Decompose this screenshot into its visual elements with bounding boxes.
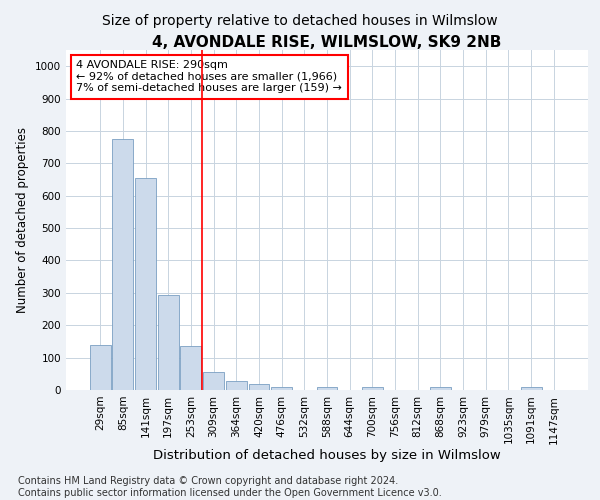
Bar bbox=[90, 346, 110, 390]
Bar bbox=[317, 387, 337, 390]
Bar bbox=[521, 388, 542, 390]
Bar bbox=[112, 139, 133, 390]
Text: 4 AVONDALE RISE: 290sqm
← 92% of detached houses are smaller (1,966)
7% of semi-: 4 AVONDALE RISE: 290sqm ← 92% of detache… bbox=[76, 60, 343, 94]
Bar bbox=[203, 372, 224, 390]
Bar bbox=[248, 384, 269, 390]
Bar bbox=[158, 295, 179, 390]
Bar bbox=[271, 387, 292, 390]
Bar bbox=[226, 381, 247, 390]
X-axis label: Distribution of detached houses by size in Wilmslow: Distribution of detached houses by size … bbox=[153, 449, 501, 462]
Bar bbox=[430, 388, 451, 390]
Title: 4, AVONDALE RISE, WILMSLOW, SK9 2NB: 4, AVONDALE RISE, WILMSLOW, SK9 2NB bbox=[152, 35, 502, 50]
Text: Contains HM Land Registry data © Crown copyright and database right 2024.
Contai: Contains HM Land Registry data © Crown c… bbox=[18, 476, 442, 498]
Y-axis label: Number of detached properties: Number of detached properties bbox=[16, 127, 29, 313]
Bar bbox=[135, 178, 156, 390]
Bar bbox=[181, 346, 202, 390]
Text: Size of property relative to detached houses in Wilmslow: Size of property relative to detached ho… bbox=[102, 14, 498, 28]
Bar bbox=[362, 387, 383, 390]
